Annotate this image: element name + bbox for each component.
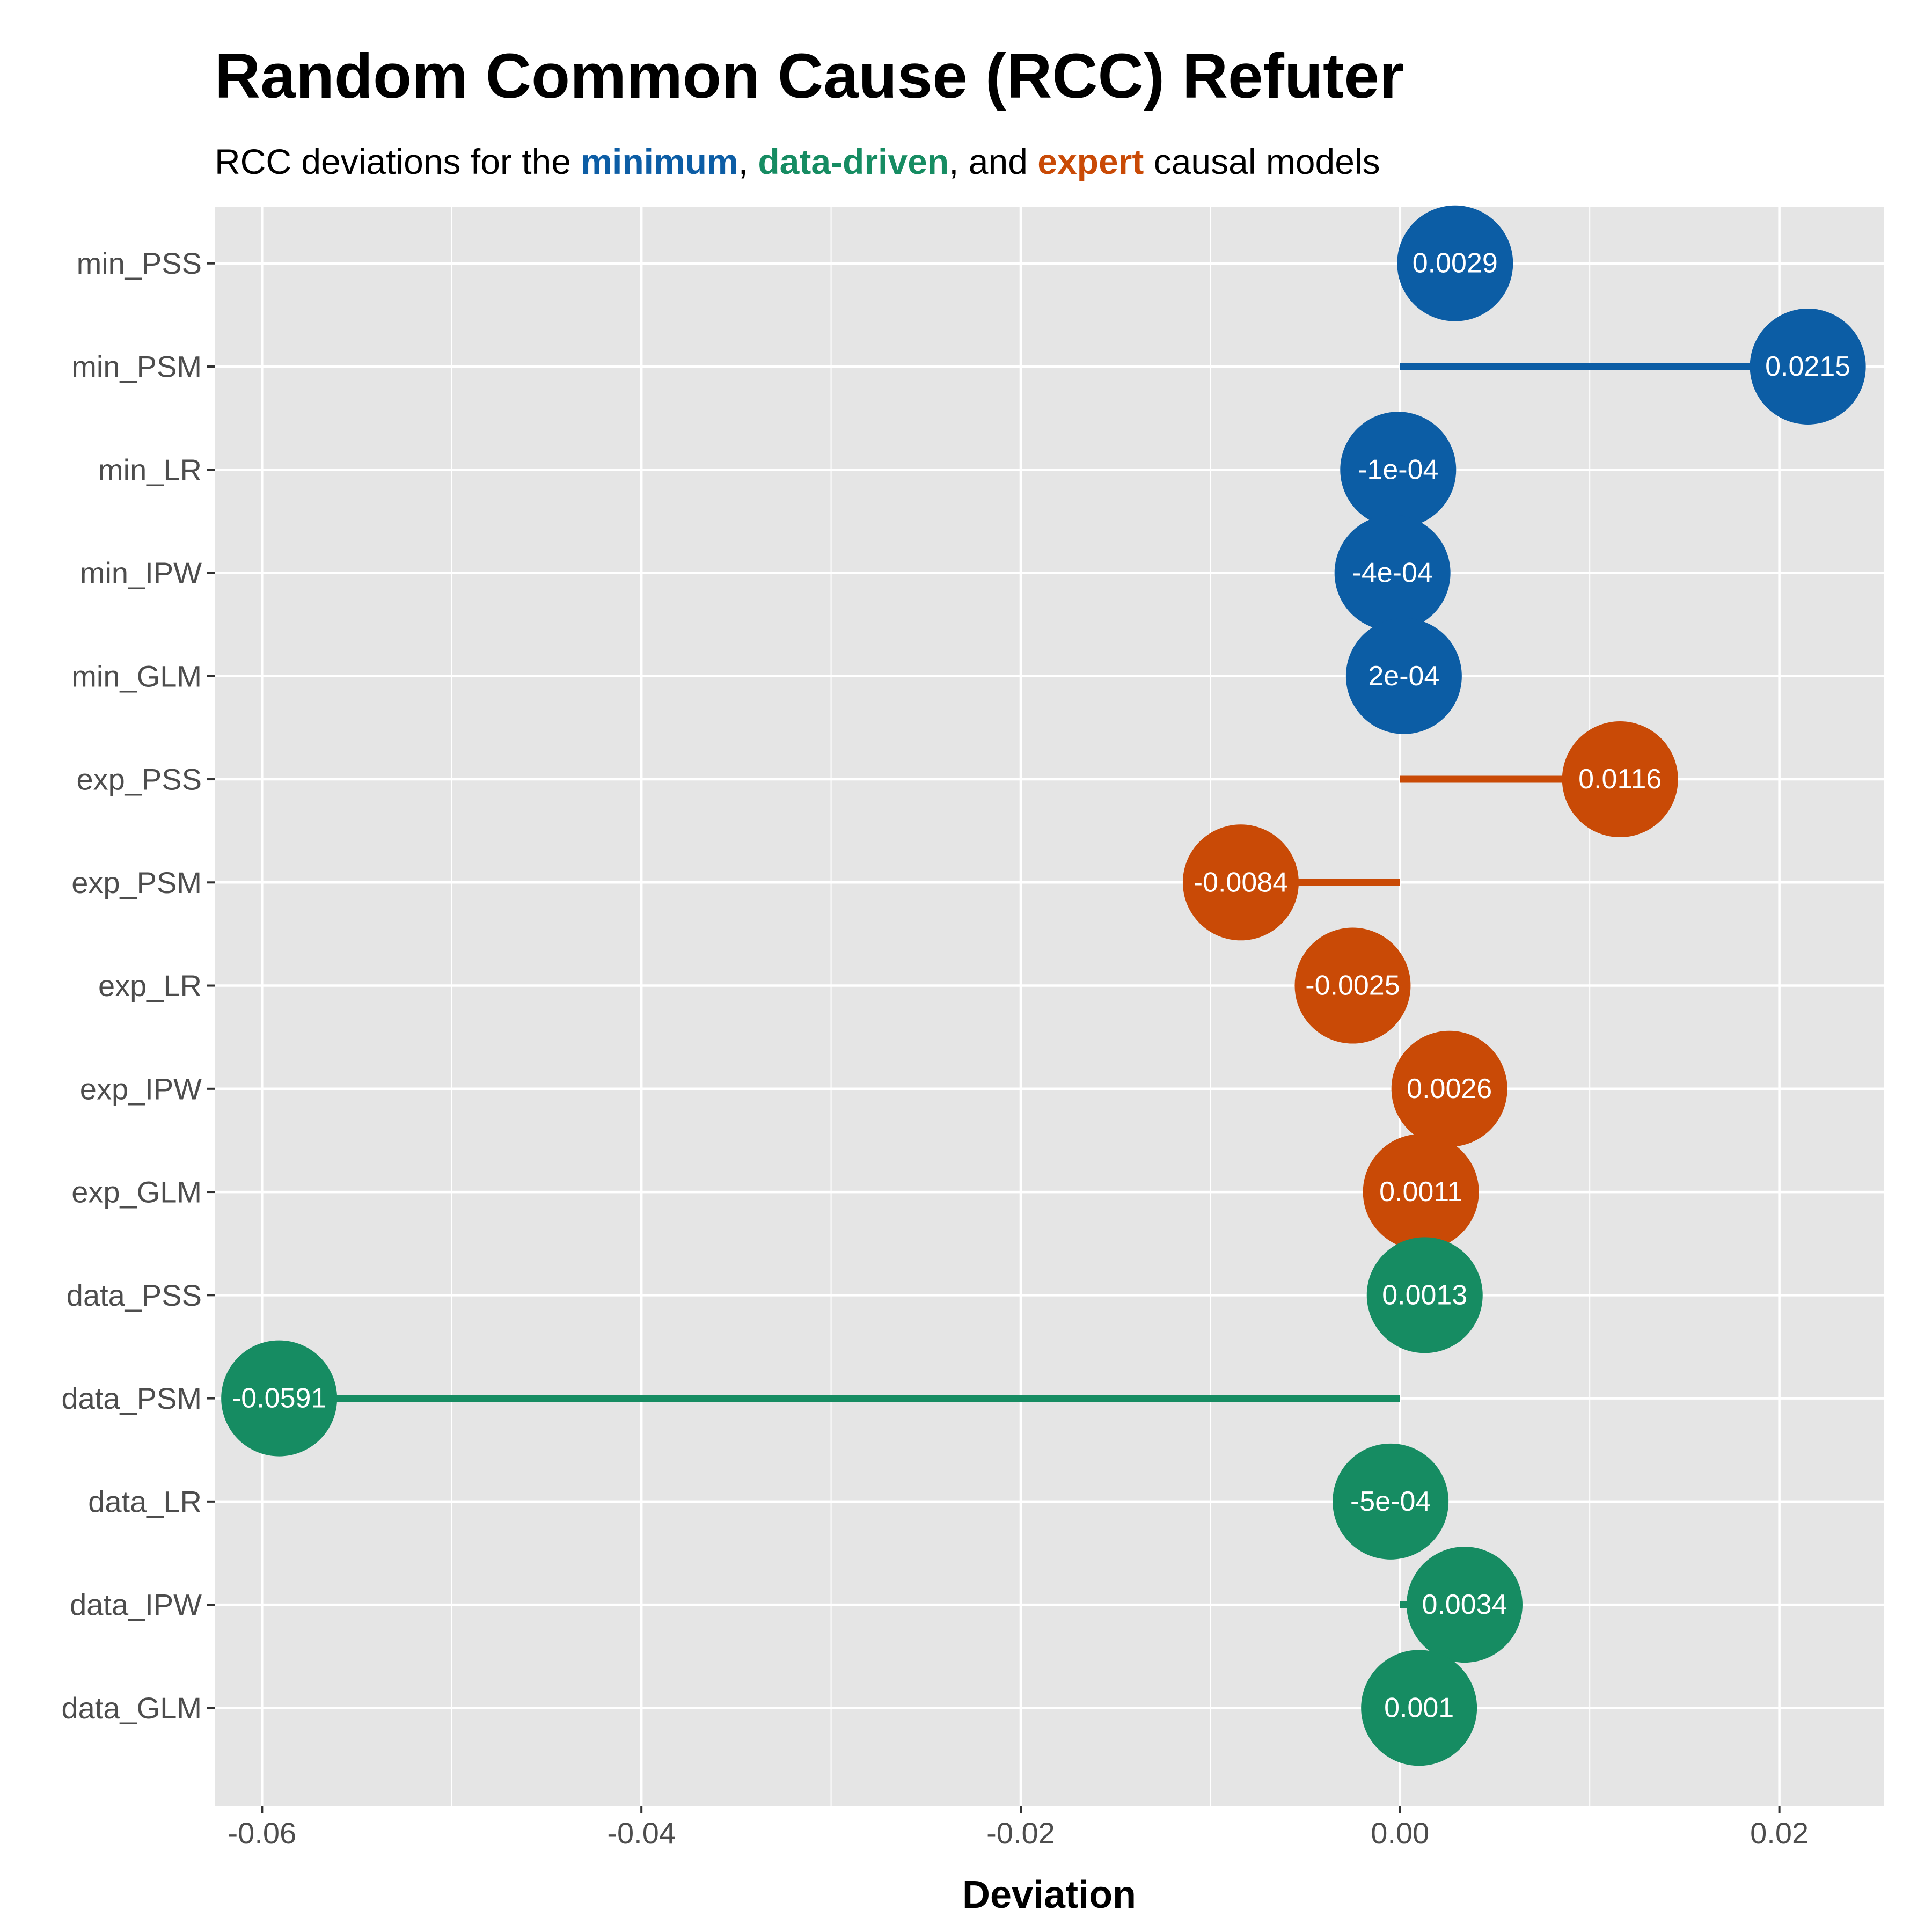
y-tick-label: exp_PSM [71, 866, 202, 899]
subtitle-suffix: causal models [1144, 142, 1380, 181]
x-tick-label: -0.06 [228, 1816, 297, 1850]
lollipop-dot [1366, 1237, 1483, 1353]
subtitle-separator-2: , and [949, 142, 1038, 181]
y-tick-label: min_PSS [77, 246, 202, 280]
data-marks: 0.0029 0.0215 -1e-04 -4e-04 2e-04 0.0116 -0.00… [221, 205, 1866, 1766]
lollipop-dot [1294, 927, 1411, 1044]
lollipop-dot [1182, 824, 1299, 941]
data-label: 0.0026 [1407, 1073, 1492, 1104]
y-tick-label: exp_LR [98, 969, 202, 1002]
data-label: -0.0084 [1194, 867, 1288, 898]
y-tick-label: exp_IPW [80, 1072, 202, 1106]
subtitle-separator-1: , [738, 142, 758, 181]
subtitle-keyword-minimum: minimum [581, 142, 738, 181]
y-tick-label: exp_GLM [71, 1175, 202, 1209]
data-label: 0.0029 [1413, 248, 1498, 279]
subtitle-keyword-data-driven: data-driven [758, 142, 949, 181]
lollipop-dot [1345, 618, 1462, 734]
chart-subtitle: RCC deviations for the minimum, data-dri… [215, 141, 1380, 183]
data-label: 2e-04 [1368, 661, 1439, 692]
y-tick-label: data_GLM [62, 1691, 202, 1725]
data-label: 0.001 [1384, 1692, 1454, 1723]
data-label: 0.0215 [1765, 351, 1850, 382]
y-tick-label: data_IPW [70, 1588, 202, 1622]
y-tick-label: min_LR [98, 453, 202, 487]
x-axis-title: Deviation [962, 1874, 1136, 1916]
x-tick-label: 0.02 [1750, 1816, 1809, 1850]
lollipop-dot [1562, 721, 1678, 838]
data-label: -1e-04 [1358, 454, 1438, 485]
y-tick-label: min_GLM [71, 659, 202, 693]
chart-title: Random Common Cause (RCC) Refuter [215, 41, 1404, 112]
data-label: -4e-04 [1352, 558, 1433, 589]
lollipop-dot [1361, 1650, 1477, 1766]
data-label: 0.0116 [1578, 764, 1662, 795]
subtitle-keyword-expert: expert [1037, 142, 1144, 181]
x-tick-label: -0.04 [607, 1816, 676, 1850]
axes: min_PSS min_PSM min_LR min_IPW min_GLM exp_PS… [62, 246, 1809, 1850]
lollipop-dot [1391, 1030, 1507, 1147]
y-tick-label: min_IPW [80, 556, 202, 590]
x-tick-label: -0.02 [986, 1816, 1055, 1850]
plot-panel [215, 207, 1884, 1806]
lollipop-dot [1750, 309, 1866, 425]
data-label: 0.0011 [1379, 1176, 1462, 1208]
data-label: -0.0025 [1305, 970, 1400, 1001]
data-label: 0.0034 [1422, 1589, 1507, 1620]
y-tick-label: min_PSM [71, 350, 202, 384]
y-tick-label: data_PSS [67, 1278, 202, 1312]
lollipop-dot [1406, 1547, 1523, 1663]
lollipop-dot [1363, 1134, 1479, 1250]
panel-background [215, 207, 1884, 1806]
lollipop-dot [1333, 1443, 1449, 1560]
y-tick-label: data_LR [88, 1484, 202, 1518]
y-tick-label: exp_PSS [77, 763, 202, 796]
lollipop-dot [1340, 412, 1457, 528]
lollipop-dot [221, 1340, 338, 1457]
data-label: 0.0013 [1382, 1279, 1467, 1311]
lollipop-dot [1334, 515, 1451, 631]
lollipop-dot [1397, 205, 1513, 321]
data-label: -0.0591 [232, 1383, 326, 1414]
y-tick-label: data_PSM [62, 1381, 202, 1415]
subtitle-prefix: RCC deviations for the [215, 142, 581, 181]
x-tick-label: 0.00 [1371, 1816, 1429, 1850]
data-label: -5e-04 [1350, 1486, 1431, 1517]
